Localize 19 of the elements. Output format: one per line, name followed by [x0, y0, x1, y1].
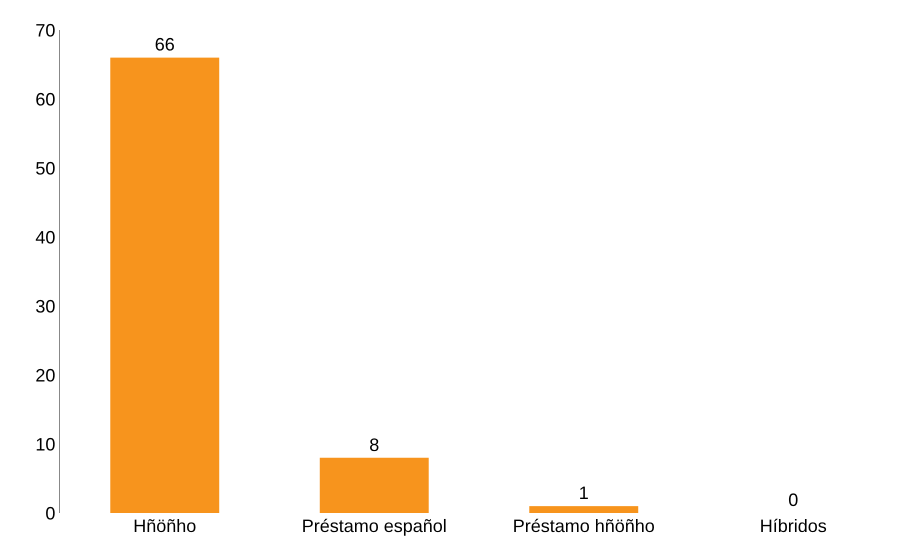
y-tick-label: 70: [35, 20, 56, 40]
data-label: 0: [788, 490, 798, 510]
y-tick-label: 40: [35, 227, 56, 248]
data-label: 1: [578, 483, 589, 504]
bar: [529, 506, 638, 513]
x-tick-label: Híbridos: [760, 516, 827, 536]
x-tick-label: Hñöñho: [133, 516, 196, 536]
y-tick-label: 50: [35, 158, 56, 178]
data-label: 8: [369, 434, 380, 455]
x-tick-label: Préstamo español: [302, 516, 447, 536]
bar: [110, 58, 220, 513]
y-tick-label: 60: [35, 89, 56, 110]
y-tick-label: 30: [35, 296, 56, 316]
x-tick-label: Préstamo hñöñho: [512, 516, 655, 536]
y-tick-label: 20: [35, 365, 56, 386]
y-tick-label: 10: [35, 434, 56, 454]
y-tick-label: 0: [45, 503, 56, 524]
bar: [320, 458, 429, 513]
data-label: 66: [154, 34, 175, 55]
